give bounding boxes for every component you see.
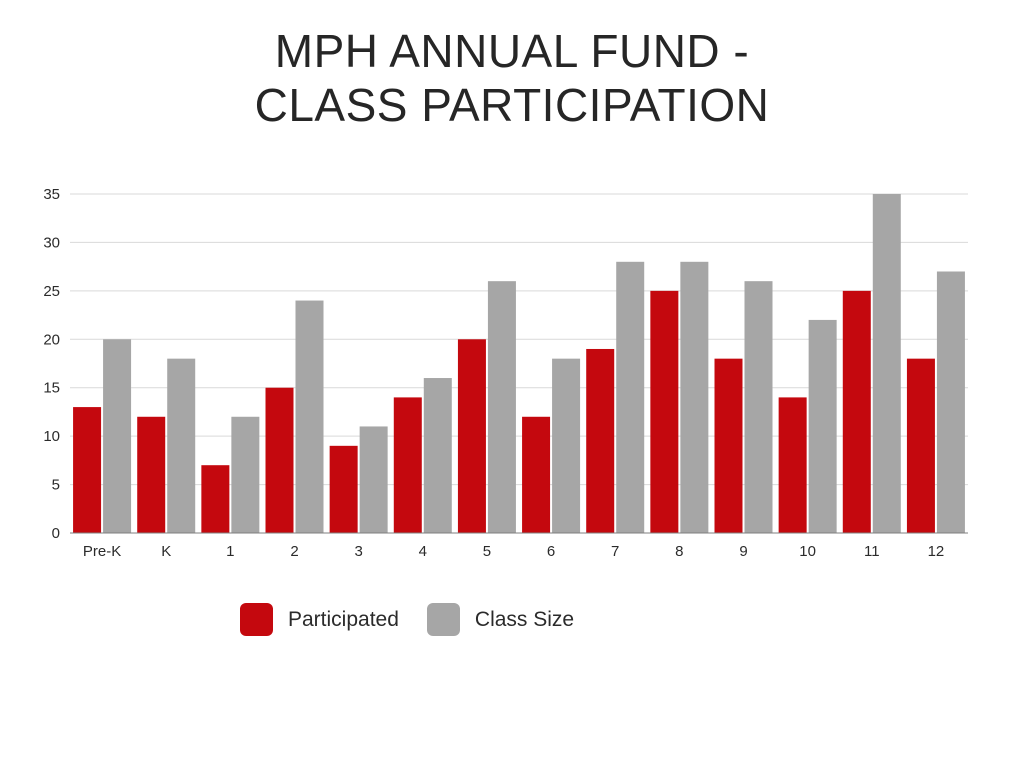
x-tick-label: Pre-K (83, 543, 121, 560)
participated-bar (522, 416, 551, 533)
y-tick-label: 5 (52, 477, 60, 494)
x-tick-label: 7 (611, 543, 619, 560)
class-size-bar (872, 194, 901, 533)
chart-title: MPH ANNUAL FUND - CLASS PARTICIPATION (0, 24, 1024, 132)
y-tick-label: 35 (43, 186, 60, 203)
y-tick-label: 10 (43, 428, 60, 445)
class-size-bar (167, 358, 196, 533)
class-size-bar (487, 281, 516, 533)
class-size-bar (231, 416, 260, 533)
class-size-bar (103, 339, 132, 533)
class-size-bar (423, 378, 452, 533)
y-tick-label: 15 (43, 380, 60, 397)
x-tick-label: 8 (675, 543, 683, 560)
legend-swatch-class-size (426, 603, 460, 636)
x-tick-label: 12 (928, 543, 945, 560)
legend-label-class-size: Class Size (474, 607, 575, 631)
participated-bar (201, 465, 230, 533)
participated-bar (586, 348, 615, 533)
participated-bar (778, 397, 807, 533)
class-size-bar (552, 358, 581, 533)
legend-item-participated: Participated (240, 603, 399, 636)
x-tick-label: 9 (739, 543, 747, 560)
y-tick-label: 30 (43, 234, 60, 251)
class-size-bar (744, 281, 773, 533)
class-size-bar (680, 261, 709, 533)
participated-bar (393, 397, 422, 533)
class-size-bar (808, 319, 837, 533)
participated-bar (457, 339, 486, 533)
legend-item-class-size: Class Size (426, 603, 575, 636)
chart-legend: Participated Class Size (240, 603, 602, 636)
class-size-bar (936, 271, 965, 533)
x-tick-label: 6 (547, 543, 555, 560)
participated-bar (650, 290, 679, 533)
x-tick-label: 3 (354, 543, 362, 560)
class-size-bar (295, 300, 324, 533)
participated-bar (906, 358, 935, 533)
participated-bar (73, 407, 102, 533)
class-size-bar (616, 261, 645, 533)
participated-bar (329, 445, 358, 533)
x-tick-label: 1 (226, 543, 234, 560)
x-tick-label: 5 (483, 543, 491, 560)
legend-swatch-participated (240, 603, 273, 636)
x-tick-label: K (161, 543, 171, 560)
participated-bar (714, 358, 743, 533)
class-size-bar (359, 426, 388, 533)
x-tick-label: 4 (419, 543, 427, 560)
participated-bar (842, 290, 871, 533)
chart-title-line-2: CLASS PARTICIPATION (254, 79, 770, 131)
x-tick-label: 2 (290, 543, 298, 560)
y-tick-label: 0 (52, 525, 60, 542)
x-tick-label: 11 (864, 543, 880, 560)
participated-bar (137, 416, 166, 533)
chart-title-line-1: MPH ANNUAL FUND - (274, 25, 750, 77)
y-tick-label: 25 (43, 283, 60, 300)
y-tick-label: 20 (43, 331, 60, 348)
legend-label-participated: Participated (288, 607, 399, 631)
x-tick-label: 10 (799, 543, 816, 560)
participated-bar (265, 387, 294, 533)
